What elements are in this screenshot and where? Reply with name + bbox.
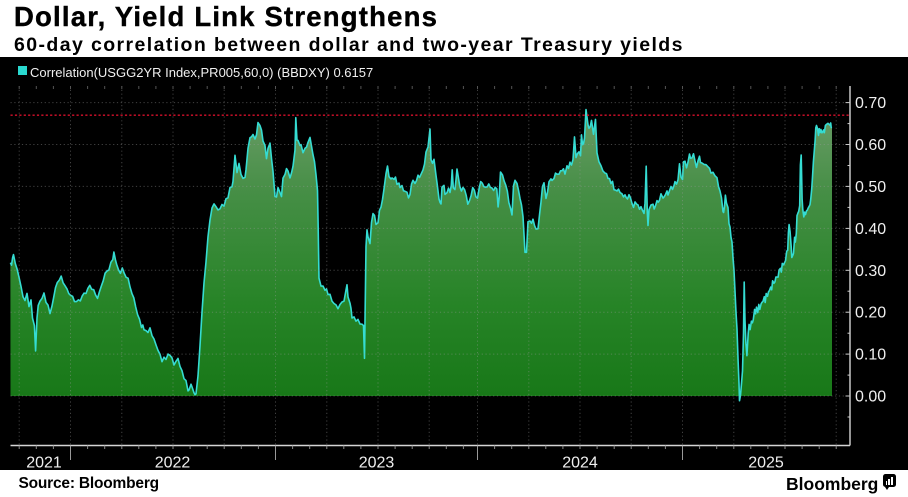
svg-text:0.20: 0.20 bbox=[855, 305, 886, 322]
svg-text:0.60: 0.60 bbox=[855, 137, 886, 154]
svg-text:0.50: 0.50 bbox=[855, 179, 886, 196]
svg-text:0.70: 0.70 bbox=[855, 95, 886, 112]
svg-text:0.30: 0.30 bbox=[855, 263, 886, 280]
svg-text:0.10: 0.10 bbox=[855, 347, 886, 364]
svg-text:0.40: 0.40 bbox=[855, 221, 886, 238]
svg-text:0.00: 0.00 bbox=[855, 389, 886, 406]
svg-text:2021: 2021 bbox=[26, 455, 62, 472]
svg-text:2022: 2022 bbox=[155, 455, 191, 472]
svg-text:2024: 2024 bbox=[562, 455, 598, 472]
svg-text:2023: 2023 bbox=[359, 455, 395, 472]
svg-text:2025: 2025 bbox=[748, 455, 784, 472]
